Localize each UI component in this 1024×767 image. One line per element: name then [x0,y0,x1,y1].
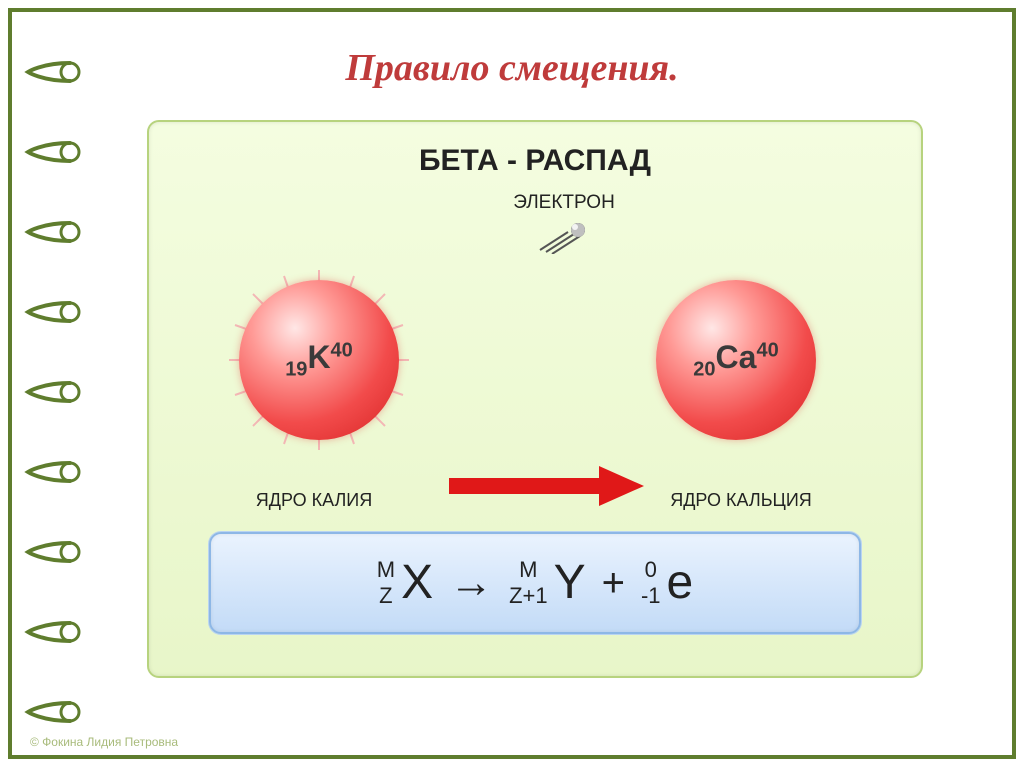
slide-frame: Правило смещения. БЕТА - РАСПАД ЭЛЕКТРОН [8,8,1016,759]
lhs-top: M [377,559,395,581]
diagram-panel: БЕТА - РАСПАД ЭЛЕКТРОН [147,120,923,678]
formula-rhs1: M Z+1 Y [509,559,586,607]
formula-lhs: M Z X [377,559,433,607]
decay-title: БЕТА - РАСПАД [149,144,921,178]
left-nucleus: 19K40 [229,270,409,450]
electron-area: ЭЛЕКТРОН [484,192,644,259]
formula-arrow-icon: → [449,558,493,608]
formula-plus: + [602,561,625,606]
right-sym: Ca [716,339,757,375]
formula-box: M Z X → M Z+1 Y + 0 -1 [209,532,861,634]
ring-icon [24,292,86,332]
rhs1-bottom: Z+1 [509,585,548,607]
right-nucleus: 20Ca40 [646,270,826,450]
rhs1-top: M [509,559,548,581]
electron-label: ЭЛЕКТРОН [484,192,644,214]
spiral-binding [24,52,94,732]
slide-title: Правило смещения. [12,46,1012,90]
rhs2-bottom: -1 [641,585,661,607]
right-pre: 20 [693,358,715,380]
rhs2-top: 0 [641,559,661,581]
right-nucleus-symbol: 20Ca40 [693,339,778,381]
left-pre: 19 [285,358,307,380]
ring-icon [24,452,86,492]
ring-icon [24,692,86,732]
decay-formula: M Z X → M Z+1 Y + 0 -1 [377,558,694,608]
left-nucleus-caption: ЯДРО КАЛИЯ [204,490,424,511]
left-post: 40 [331,339,353,361]
left-sym: K [307,339,330,375]
copyright: © Фокина Лидия Петровна [30,735,178,749]
ring-icon [24,372,86,412]
ring-icon [24,612,86,652]
ring-icon [24,132,86,172]
formula-rhs2: 0 -1 e [641,559,693,607]
left-nucleus-symbol: 19K40 [285,339,353,381]
decay-arrow-icon [449,464,644,508]
nucleus-ball-left: 19K40 [239,280,399,440]
ring-icon [24,212,86,252]
lhs-bottom: Z [377,585,395,607]
rhs1-sym: Y [554,559,586,607]
ring-icon [24,532,86,572]
right-post: 40 [756,339,778,361]
rhs2-sym: e [667,559,694,607]
nucleus-ball-right: 20Ca40 [656,280,816,440]
lhs-sym: X [401,559,433,607]
nucleus-area: 19K40 20Ca40 [149,252,921,482]
right-nucleus-caption: ЯДРО КАЛЬЦИЯ [631,490,851,511]
